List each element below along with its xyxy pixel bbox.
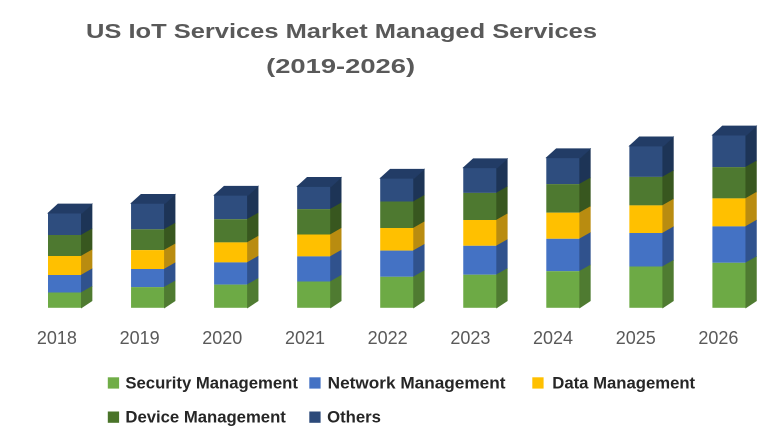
svg-text:2025: 2025 <box>616 328 656 348</box>
svg-text:2023: 2023 <box>450 328 490 348</box>
svg-text:Others: Others <box>327 407 381 426</box>
svg-text:Network Management: Network Management <box>328 374 506 393</box>
svg-text:2018: 2018 <box>37 328 77 348</box>
svg-text:2022: 2022 <box>368 328 408 348</box>
svg-text:2026: 2026 <box>698 328 738 348</box>
svg-text:(2019-2026): (2019-2026) <box>266 56 415 78</box>
svg-text:2020: 2020 <box>202 328 242 348</box>
svg-text:Data Management: Data Management <box>552 374 695 393</box>
svg-text:2021: 2021 <box>285 328 325 348</box>
svg-text:2024: 2024 <box>533 328 573 348</box>
svg-text:US IoT Services Market Managed: US IoT Services Market Managed Services <box>86 21 597 43</box>
svg-text:2019: 2019 <box>120 328 160 348</box>
svg-text:Security Management: Security Management <box>125 374 298 393</box>
svg-text:Device Management: Device Management <box>125 407 286 426</box>
